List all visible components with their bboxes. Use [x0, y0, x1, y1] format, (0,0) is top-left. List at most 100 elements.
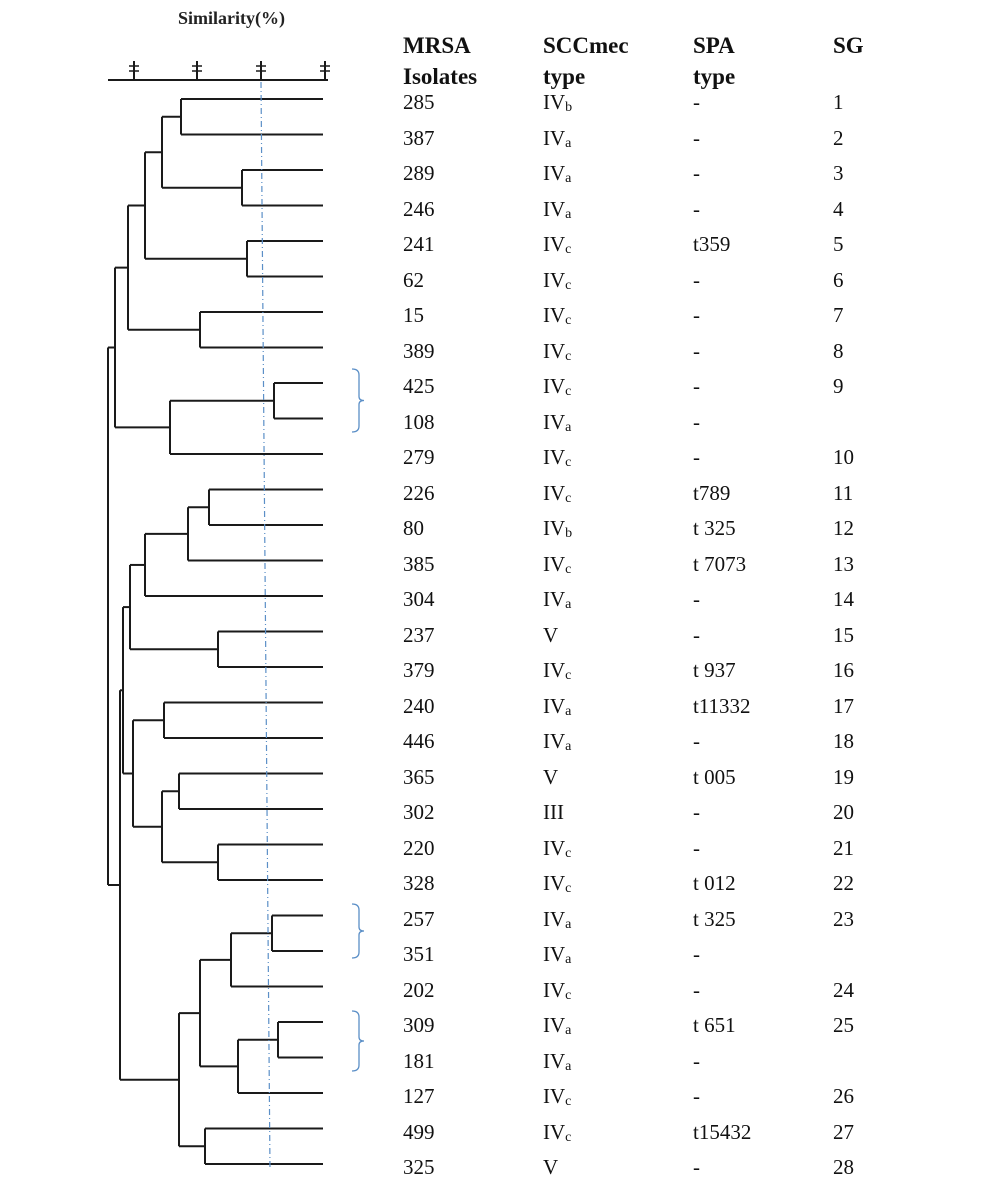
sccmec-type: IVc	[543, 371, 571, 405]
sccmec-subtype: a	[565, 1058, 572, 1074]
isolate-id: 385	[403, 551, 435, 576]
header-isolates-line2: Isolates	[403, 64, 478, 89]
table-row: 389 IVc - 8	[0, 336, 1000, 366]
spa-type: -	[693, 977, 700, 1002]
isolate-id: 499	[403, 1119, 435, 1144]
sccmec-subtype: a	[565, 952, 572, 967]
sccmec-type-main: IV	[543, 871, 566, 895]
spa-type: t 012	[693, 871, 736, 895]
table-row: 237 V - 15	[0, 620, 1000, 650]
sccmec-type: IVa	[543, 1046, 571, 1080]
sccmec-type-main: III	[543, 800, 564, 824]
table-row: 325 V - 28	[0, 1152, 1000, 1182]
sccmec-type-main: IV	[543, 587, 566, 611]
sg-number: 23	[833, 906, 854, 931]
spa-type: -	[693, 622, 700, 647]
table-row: 302 III - 20	[0, 797, 1000, 827]
header-isolates-line1: MRSA	[403, 33, 471, 58]
table-row: 246 IVa - 4	[0, 194, 1000, 224]
sg-number: 2	[833, 125, 844, 150]
spa-type: t359	[693, 232, 731, 256]
cluster-brace-25	[351, 1010, 365, 1072]
sg-number: 19	[833, 764, 854, 789]
sccmec-type: IVc	[543, 975, 571, 1009]
header-sg: SG	[833, 30, 864, 61]
table-row: 62 IVc - 6	[0, 265, 1000, 295]
sccmec-subtype: c	[565, 881, 572, 896]
header-sg-label: SG	[833, 33, 864, 58]
sccmec-subtype: c	[565, 1094, 572, 1109]
sccmec-subtype: a	[565, 135, 572, 151]
spa-type: t 325	[693, 516, 736, 540]
sccmec-subtype: a	[565, 916, 572, 932]
table-row: 108 IVa -	[0, 407, 1000, 437]
sccmec-subtype: c	[565, 242, 572, 257]
sccmec-subtype: b	[565, 526, 573, 541]
sccmec-type: IVa	[543, 407, 571, 441]
spa-type: -	[693, 161, 700, 185]
header-sccmec-line2: type	[543, 64, 586, 89]
spa-type: -	[693, 587, 700, 611]
isolate-id: 80	[403, 516, 424, 540]
spa-type: -	[693, 1048, 700, 1073]
sg-number: 12	[833, 516, 854, 540]
cluster-brace-9	[351, 368, 365, 433]
spa-type: -	[693, 338, 700, 363]
sccmec-subtype: c	[565, 313, 572, 328]
sccmec-type-main: IV	[543, 977, 566, 1002]
sccmec-type-main: IV	[543, 835, 566, 860]
sccmec-type-main: IV	[543, 1084, 566, 1108]
sccmec-subtype: c	[565, 490, 572, 506]
sg-number: 26	[833, 1084, 854, 1108]
table-row: 385 IVc t 7073 13	[0, 549, 1000, 579]
sccmec-type-main: IV	[543, 906, 566, 931]
sg-number: 27	[833, 1119, 854, 1144]
isolate-id: 279	[403, 445, 435, 469]
isolate-id: 389	[403, 338, 435, 363]
sccmec-type: IVb	[543, 513, 572, 547]
spa-type: -	[693, 90, 700, 114]
spa-type: t 005	[693, 764, 736, 789]
sccmec-subtype: c	[565, 277, 572, 293]
header-spa: SPA type	[693, 30, 735, 92]
isolate-id: 425	[403, 374, 435, 398]
sccmec-type: IVa	[543, 904, 571, 938]
sccmec-type-main: V	[543, 764, 559, 789]
sccmec-type: V	[543, 762, 558, 796]
isolate-id: 365	[403, 764, 435, 789]
table-row: 425 IVc - 9	[0, 371, 1000, 401]
sg-number: 18	[833, 729, 854, 753]
sg-number: 3	[833, 161, 844, 185]
sg-number: 13	[833, 551, 854, 576]
isolate-id: 309	[403, 1013, 435, 1037]
sccmec-type-main: IV	[543, 445, 566, 469]
sccmec-type-main: IV	[543, 125, 566, 150]
header-sccmec-line1: SCCmec	[543, 33, 629, 58]
sccmec-type: IVa	[543, 584, 571, 618]
sg-number: 14	[833, 587, 854, 611]
sg-number: 24	[833, 977, 854, 1002]
isolate-id: 325	[403, 1155, 435, 1179]
spa-type: -	[693, 409, 700, 434]
sg-number: 5	[833, 232, 844, 256]
isolate-id: 62	[403, 267, 424, 292]
spa-type: -	[693, 267, 700, 292]
header-spa-line2: type	[693, 64, 736, 89]
sccmec-type-main: IV	[543, 161, 566, 185]
sccmec-type: III	[543, 797, 564, 831]
table-row: 241 IVc t359 5	[0, 229, 1000, 259]
sccmec-type-main: IV	[543, 729, 566, 753]
isolate-id: 108	[403, 409, 435, 434]
sccmec-type: IVc	[543, 229, 571, 263]
sg-number: 22	[833, 871, 854, 895]
sccmec-type-main: IV	[543, 658, 566, 682]
sg-number: 15	[833, 622, 854, 647]
sccmec-subtype: c	[565, 561, 572, 577]
spa-type: t789	[693, 480, 731, 505]
table-row: 80 IVb t 325 12	[0, 513, 1000, 543]
spa-type: t15432	[693, 1119, 752, 1144]
sccmec-subtype: a	[565, 419, 572, 435]
table-row: 220 IVc - 21	[0, 833, 1000, 863]
sccmec-type-main: IV	[543, 1048, 566, 1073]
